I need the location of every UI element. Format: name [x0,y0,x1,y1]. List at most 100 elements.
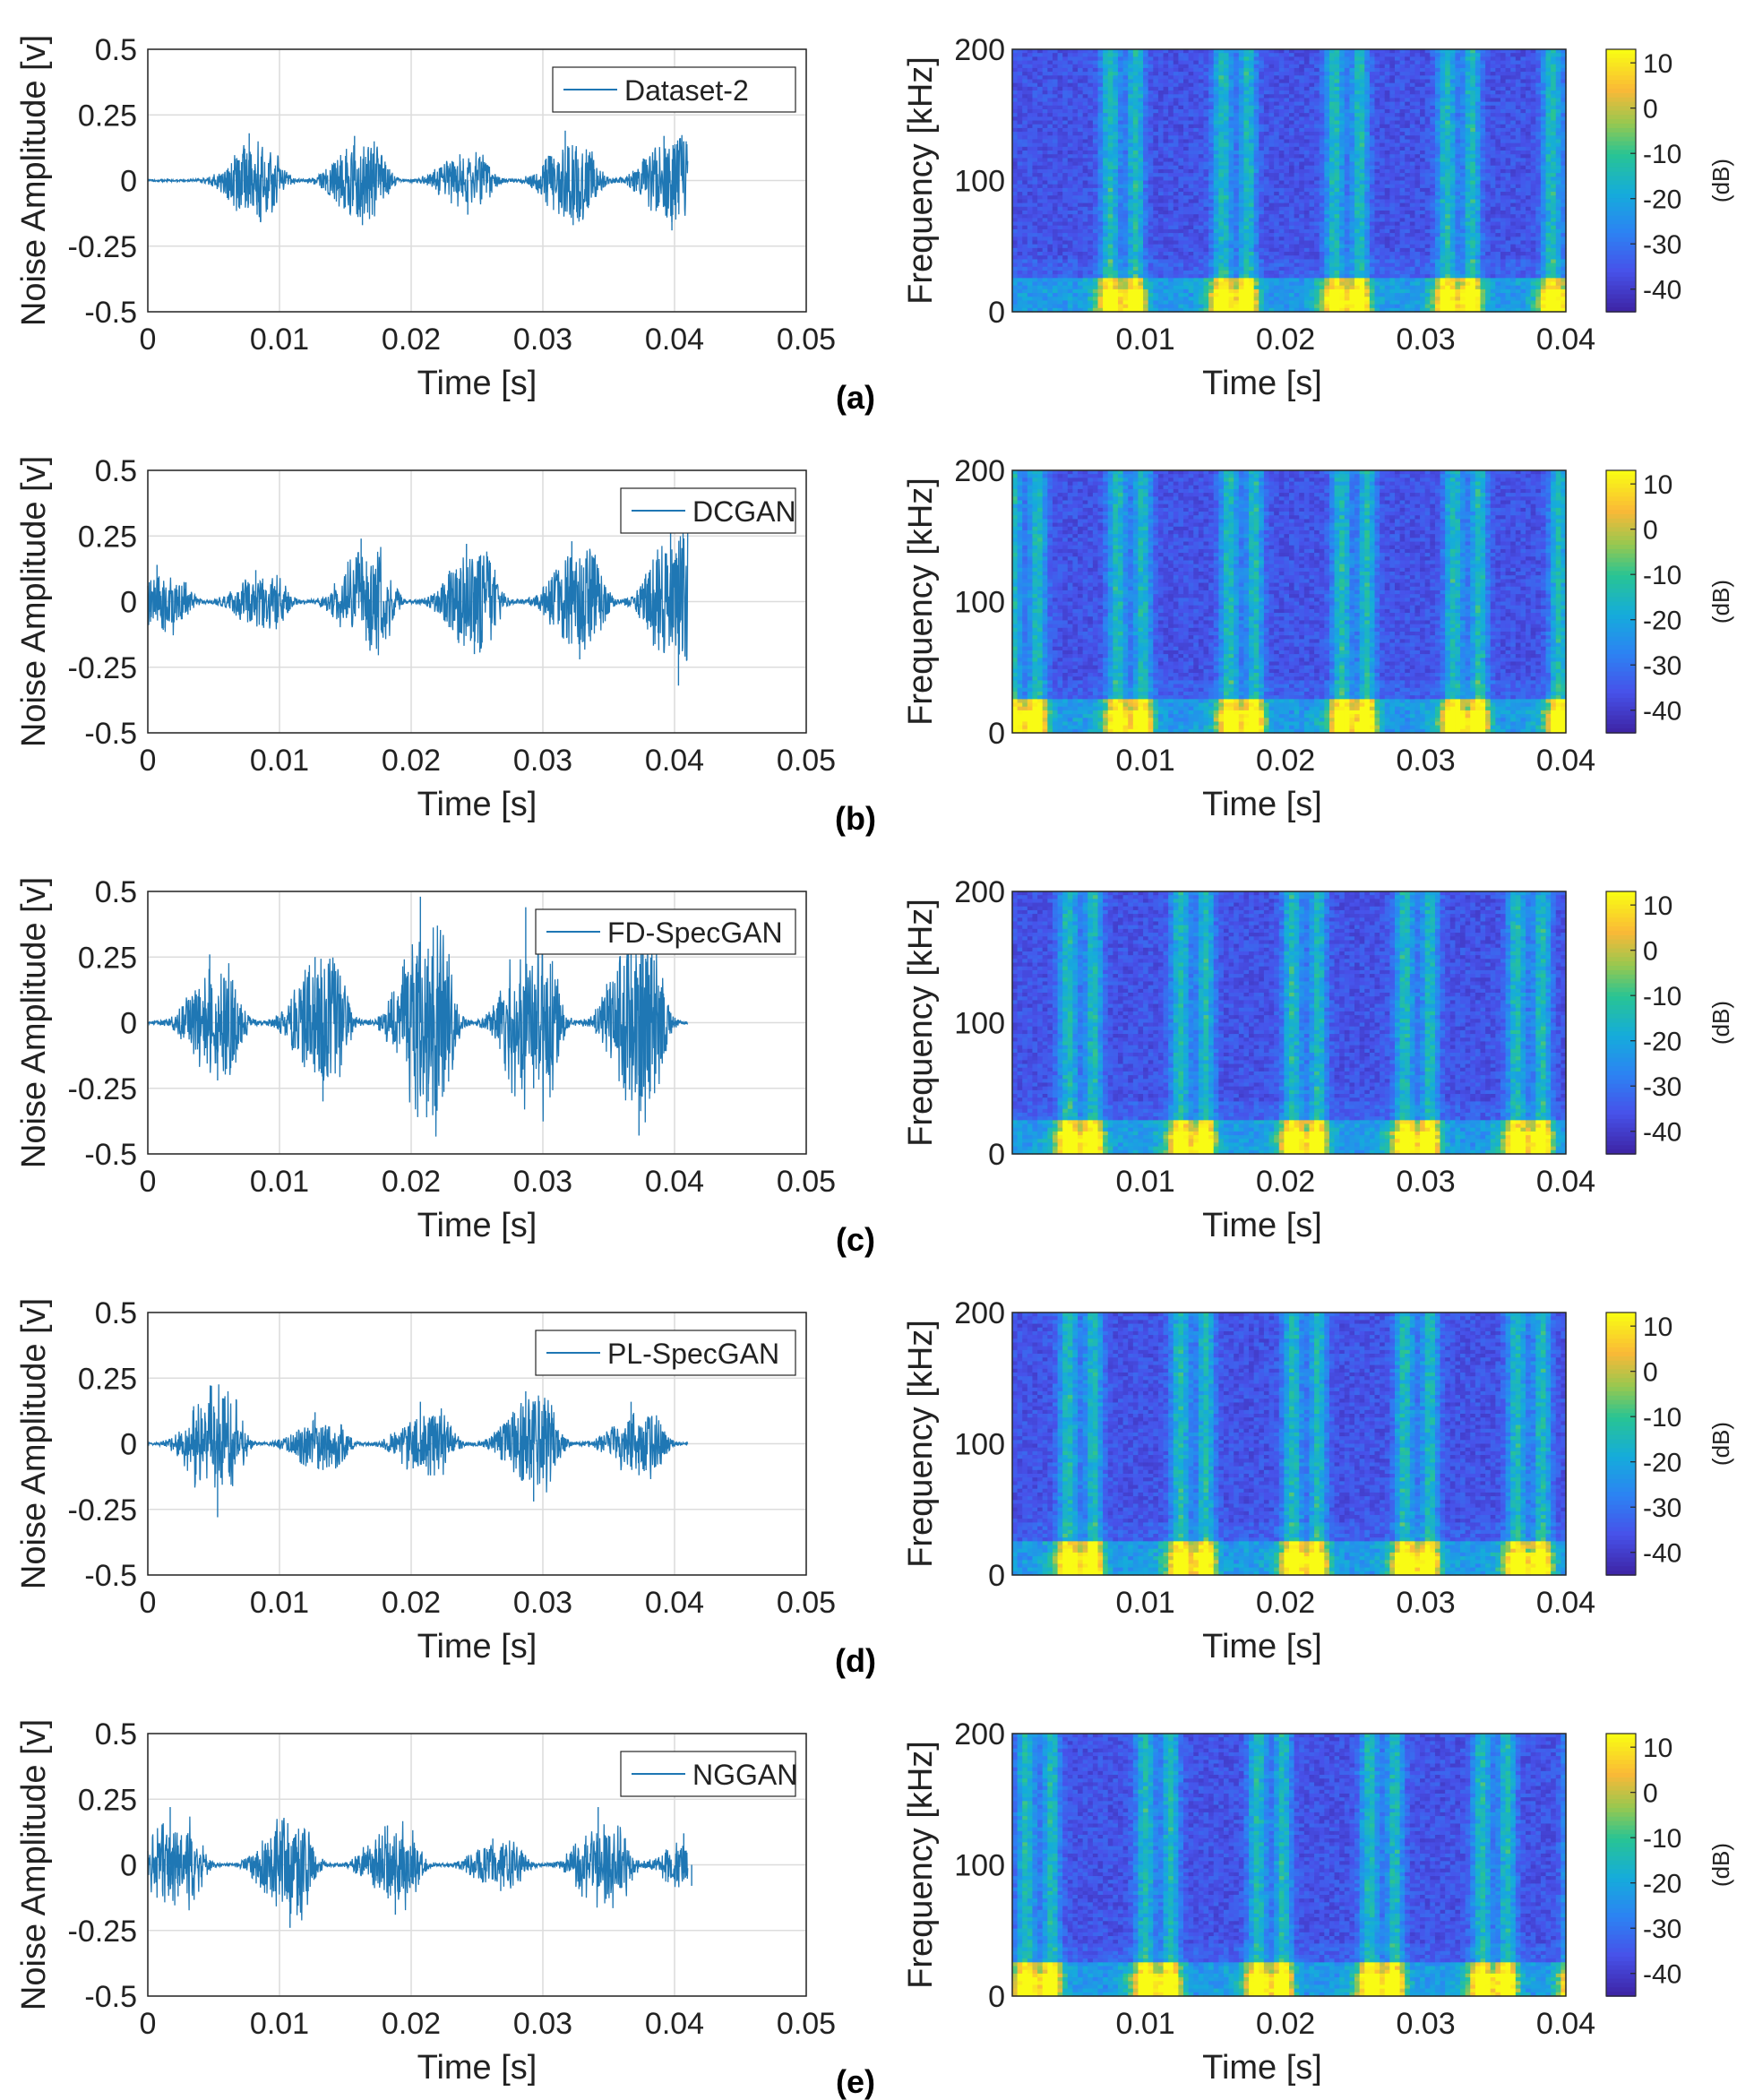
spectrogram-cell [1097,247,1104,253]
spectrogram-cell [1117,225,1124,230]
spectrogram-cell [1328,252,1336,256]
spectrogram-cell [1208,225,1215,230]
spectrogram-cell [1213,173,1219,177]
spectrogram-cell [1057,86,1063,91]
spectrogram-cell [1178,255,1184,260]
spectrogram-cell [1178,233,1184,237]
spectrogram-cell [1339,127,1346,133]
spectrogram-cell [1022,165,1028,170]
spectrogram-cell [1012,288,1019,294]
spectrogram-cell [1344,168,1351,174]
spectrogram-cell [1148,221,1154,227]
spectrogram-cell [1178,132,1184,136]
spectrogram-cell [1324,192,1330,196]
spectrogram-cell [1334,158,1340,163]
spectrogram-cell [1278,252,1285,256]
spectrogram-cell [1082,233,1088,237]
spectrogram-cell [1234,192,1240,196]
spectrogram-cell [1138,274,1144,279]
spectrogram-cell [1364,233,1371,237]
spectrogram-cell [1103,135,1109,141]
spectrogram-cell [1268,64,1275,69]
spectrogram-cell [1148,67,1154,73]
spectrogram-cell [1092,98,1099,103]
spectrogram-cell [1294,72,1300,76]
spectrogram-cell [1339,154,1346,159]
spectrogram-cell [1163,90,1169,95]
spectrogram-cell [1163,176,1169,182]
spectrogram-cell [1153,237,1159,242]
spectrogram-cell [1088,142,1094,148]
spectrogram-cell [1238,285,1245,290]
spectrogram-cell [1153,165,1159,170]
spectrogram-cell [1032,199,1038,204]
y-tick-label: 0.5 [95,33,137,67]
spectrogram-cell [1037,285,1044,290]
spectrogram-cell [1017,146,1023,151]
spectrogram-cell [1218,67,1225,73]
spectrogram-cell [1178,135,1184,141]
spectrogram-cell [1238,214,1245,219]
spectrogram-cell [1319,259,1325,264]
spectrogram-cell [1078,221,1084,227]
spectrogram-cell [1198,154,1205,159]
spectrogram-cell [1198,135,1205,141]
spectrogram-cell [1253,86,1260,91]
spectrogram-cell [1168,132,1174,136]
spectrogram-cell [1062,56,1069,62]
spectrogram-cell [1157,221,1165,227]
spectrogram-cell [1143,259,1149,264]
spectrogram-cell [1088,187,1094,193]
spectrogram-cell [1284,184,1290,189]
spectrogram-cell [1022,266,1028,271]
spectrogram-cell [1259,79,1265,84]
spectrogram-cell [1309,255,1315,260]
spectrogram-cell [1339,281,1346,287]
spectrogram-cell [1128,278,1134,283]
spectrogram-cell [1117,293,1124,297]
spectrogram-cell [1234,255,1240,260]
spectrogram-cell [1088,240,1094,245]
spectrogram-cell [1163,233,1169,237]
spectrogram-cell [1234,297,1240,302]
spectrogram-cell [1113,255,1119,260]
spectrogram-cell [1203,293,1209,297]
spectrogram-cell [1183,278,1190,283]
spectrogram-cell [1228,49,1234,54]
spectrogram-cell [1037,98,1044,103]
spectrogram-cell [1017,270,1023,275]
spectrogram-cell [1284,202,1290,208]
spectrogram-cell [1238,98,1245,103]
spectrogram-cell [1178,161,1184,167]
spectrogram-cell [1334,165,1340,170]
spectrogram-cell [1062,274,1069,279]
spectrogram-cell [1259,86,1265,91]
spectrogram-cell [1032,228,1038,234]
spectrogram-cell [1359,233,1365,237]
spectrogram-cell [1047,187,1053,193]
spectrogram-cell [1103,60,1109,65]
spectrogram-cell [1067,255,1074,260]
spectrogram-cell [1339,98,1346,103]
spectrogram-cell [1072,108,1079,114]
spectrogram-cell [1143,297,1149,302]
spectrogram-cell [1027,82,1034,88]
spectrogram-cell [1078,288,1084,294]
spectrogram-cell [1359,252,1365,256]
spectrogram-cell [1223,90,1230,95]
spectrogram-cell [1334,116,1340,122]
spectrogram-cell [1328,176,1336,182]
spectrogram-cell [1148,195,1154,201]
spectrogram-cell [1268,184,1275,189]
spectrogram-cell [1148,94,1154,99]
spectrogram-cell [1153,225,1159,230]
spectrogram-cell [1117,187,1124,193]
spectrogram-cell [1017,124,1023,129]
spectrogram-cell [1097,113,1104,117]
spectrogram-cell [1157,75,1165,81]
spectrogram-cell [1037,60,1044,65]
spectrogram-cell [1057,221,1063,227]
spectrogram-cell [1309,90,1315,95]
spectrogram-cell [1163,297,1169,302]
spectrogram-cell [1097,60,1104,65]
